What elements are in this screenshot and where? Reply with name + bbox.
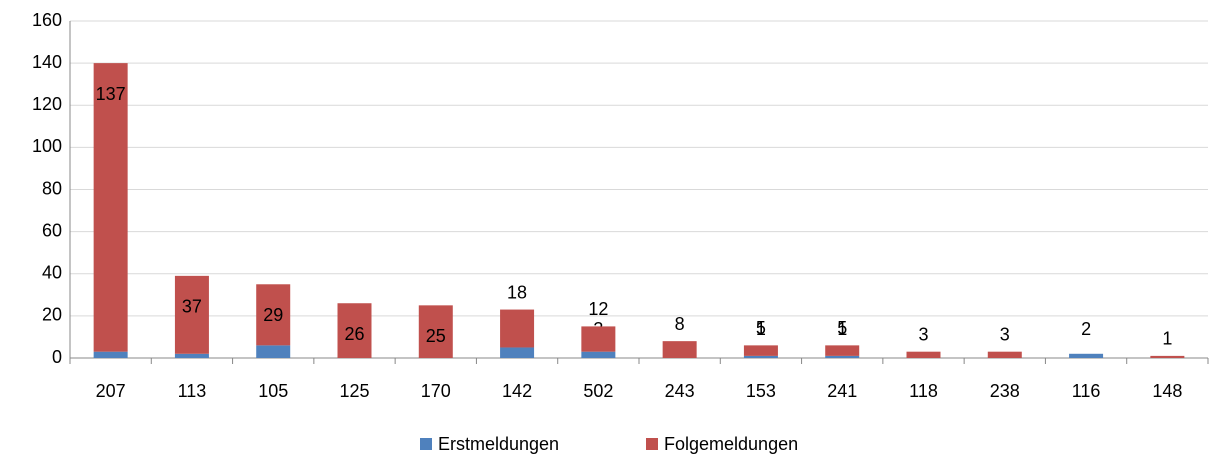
x-tick-label: 125 <box>339 381 369 401</box>
data-label: 25 <box>426 326 446 346</box>
data-label: 26 <box>344 324 364 344</box>
bar-segment <box>662 341 697 358</box>
bar-segment <box>500 309 535 348</box>
legend-swatch <box>420 438 432 450</box>
x-tick-label: 241 <box>827 381 857 401</box>
legend-label: Folgemeldungen <box>664 434 798 454</box>
data-label: 29 <box>263 305 283 325</box>
bar-segment <box>418 305 453 358</box>
x-tick-label: 153 <box>746 381 776 401</box>
bar-segment <box>93 351 128 358</box>
bar-segment <box>581 326 616 352</box>
bar-segment <box>743 345 778 356</box>
data-label: 2 <box>1081 319 1091 339</box>
data-label: 8 <box>675 314 685 334</box>
data-label: 5 <box>837 318 847 338</box>
data-label: 137 <box>96 84 126 104</box>
data-label: 12 <box>588 299 608 319</box>
bar-segment <box>500 347 535 358</box>
y-tick-label: 160 <box>32 10 62 30</box>
legend-label: Erstmeldungen <box>438 434 559 454</box>
x-tick-label: 148 <box>1152 381 1182 401</box>
y-tick-label: 100 <box>32 136 62 156</box>
x-tick-label: 105 <box>258 381 288 401</box>
y-tick-label: 20 <box>42 305 62 325</box>
y-tick-label: 120 <box>32 94 62 114</box>
x-tick-label: 118 <box>909 381 938 401</box>
bar-segment <box>1069 353 1104 358</box>
y-tick-label: 140 <box>32 52 62 72</box>
x-tick-label: 116 <box>1072 381 1101 401</box>
bar-segment <box>987 351 1022 358</box>
bar-segment <box>174 353 209 358</box>
bar-segment <box>337 303 372 358</box>
bar-segment <box>825 345 860 356</box>
x-tick-label: 243 <box>665 381 695 401</box>
x-tick-label: 502 <box>583 381 613 401</box>
x-tick-label: 207 <box>96 381 126 401</box>
bar-segment <box>93 63 128 352</box>
bar-segment <box>581 351 616 358</box>
y-tick-label: 40 <box>42 263 62 283</box>
data-label: 1 <box>837 319 847 339</box>
bar-segment <box>1150 355 1185 358</box>
data-label: 1 <box>756 319 766 339</box>
data-label: 3 <box>1000 324 1010 344</box>
data-label: 37 <box>182 297 202 317</box>
bar-segment <box>174 275 209 354</box>
bar-segment <box>906 351 941 358</box>
y-tick-label: 60 <box>42 220 62 240</box>
y-tick-label: 0 <box>52 347 62 367</box>
legend-swatch <box>646 438 658 450</box>
data-label: 1 <box>1162 329 1172 349</box>
x-tick-label: 113 <box>178 381 207 401</box>
x-tick-label: 170 <box>421 381 451 401</box>
bar-segment <box>743 355 778 358</box>
x-tick-label: 238 <box>990 381 1020 401</box>
bar-segment <box>256 284 291 346</box>
data-label: 18 <box>507 282 527 302</box>
bar-segment <box>825 355 860 358</box>
x-tick-label: 142 <box>502 381 532 401</box>
bar-segment <box>256 345 291 358</box>
data-label: 3 <box>918 324 928 344</box>
y-tick-label: 80 <box>42 178 62 198</box>
data-label: 5 <box>756 318 766 338</box>
